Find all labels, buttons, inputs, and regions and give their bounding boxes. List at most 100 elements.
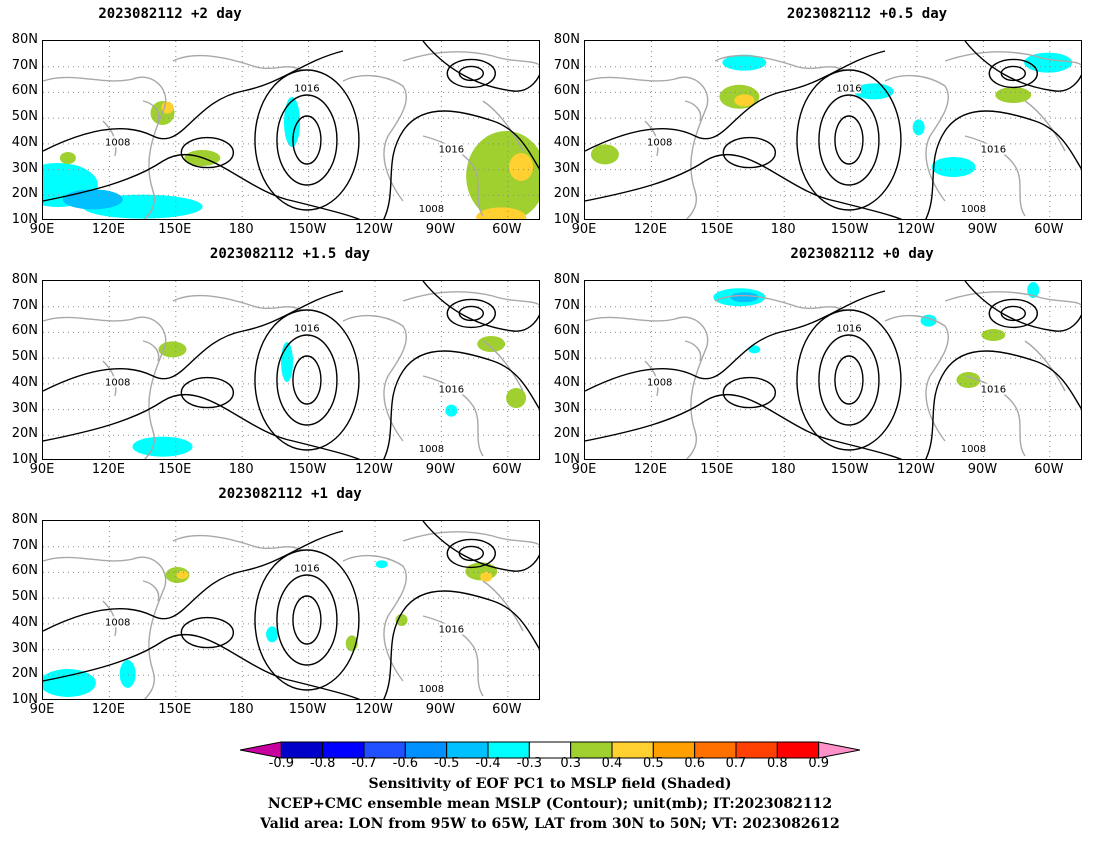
lon-tick-label: 120E: [633, 462, 667, 477]
mslp-contour: [43, 153, 361, 219]
panel-title: 2023082112 +1 day: [218, 486, 362, 502]
lon-tick-label: 90W: [425, 222, 456, 237]
mslp-contour: [964, 41, 1081, 92]
lon-tick-label: 150W: [830, 222, 869, 237]
mslp-contour: [292, 355, 322, 405]
sensitivity-shade: [476, 207, 527, 219]
lon-tick-label: 150E: [158, 702, 192, 717]
colorbar-tick-label: 0.8: [766, 756, 788, 771]
coastline: [142, 340, 160, 362]
lat-tick-label: 20N: [11, 666, 38, 682]
mslp-contour: [254, 549, 360, 691]
lat-tick-label: 20N: [553, 186, 580, 202]
mslp-contour: [988, 298, 1038, 329]
contour-label: 1008: [419, 204, 444, 215]
lat-tick-label: 50N: [553, 109, 580, 125]
lat-tick-label: 60N: [553, 323, 580, 339]
coastline: [402, 531, 539, 546]
mslp-contour: [925, 110, 1081, 219]
lat-tick-label: 80N: [553, 32, 580, 47]
mslp-contour: [43, 530, 344, 632]
coastline: [964, 375, 1026, 457]
sensitivity-shade: [158, 341, 187, 358]
coastline: [172, 534, 304, 552]
caption-line-3: Valid area: LON from 95W to 65W, LAT fro…: [260, 816, 840, 832]
lat-tick-label: 70N: [11, 297, 38, 313]
coastline: [714, 54, 846, 72]
coastline: [684, 340, 702, 362]
lon-tick-label: 90W: [425, 462, 456, 477]
sensitivity-shade: [981, 329, 1006, 341]
colorbar-tick-label: -0.9: [268, 756, 295, 771]
sensitivity-shade: [480, 571, 493, 582]
lat-tick-label: 40N: [11, 614, 38, 630]
colorbar-tick-label: -0.7: [351, 756, 377, 771]
contour-label: 1008: [961, 444, 986, 455]
mslp-contour: [446, 298, 496, 329]
sensitivity-shade: [912, 119, 925, 136]
sensitivity-shade: [509, 153, 534, 181]
lon-tick-label: 90E: [29, 462, 55, 477]
coastline: [43, 76, 167, 219]
lat-tick-label: 10N: [553, 212, 580, 227]
coastline: [482, 100, 524, 152]
colorbar-tick-label: 0.9: [808, 756, 829, 771]
lat-tick-label: 10N: [553, 452, 580, 467]
mslp-contour: [585, 290, 886, 392]
coastline: [944, 51, 1081, 66]
contour-label: 1008: [105, 377, 130, 388]
lat-tick-label: 30N: [11, 640, 38, 656]
coastline: [172, 294, 304, 312]
contour-label: 1008: [961, 204, 986, 215]
lat-tick-label: 70N: [11, 537, 38, 553]
panel-plus-0-day: 2023082112 +0 day: [542, 240, 1082, 450]
map-plot-area: 1016 1008 1016 1008: [42, 40, 540, 220]
lat-tick-label: 50N: [11, 589, 38, 605]
mslp-contour: [383, 350, 539, 459]
colorbar-tick-label: -0.4: [475, 756, 501, 771]
lon-tick-label: 180: [228, 462, 254, 477]
lon-tick-label: 120W: [355, 222, 393, 237]
coastline: [585, 316, 709, 459]
coastline: [422, 135, 484, 217]
coastline: [422, 615, 484, 697]
coastline: [172, 54, 304, 72]
lon-tick-label: 120E: [91, 702, 125, 717]
lat-tick-label: 30N: [553, 160, 580, 176]
mslp-contour: [276, 334, 338, 426]
mslp-contour: [818, 94, 880, 186]
panel-plus-2-day: 2023082112 +2 day: [0, 0, 540, 210]
mslp-contour: [276, 94, 338, 186]
lat-tick-label: 40N: [553, 374, 580, 390]
colorbar-segment: [818, 741, 860, 759]
sensitivity-shade: [395, 614, 408, 626]
mslp-contour: [722, 136, 777, 169]
lon-tick-label: 120W: [897, 222, 935, 237]
mslp-contour: [1000, 305, 1026, 322]
mslp-contour: [585, 50, 886, 152]
lon-tick-label: 120E: [91, 222, 125, 237]
contour-label: 1008: [647, 377, 672, 388]
sensitivity-shade: [281, 342, 294, 382]
lat-tick-label: 40N: [11, 134, 38, 150]
lat-tick-label: 30N: [11, 160, 38, 176]
coastline: [1024, 340, 1066, 392]
contour-label: 1016: [439, 145, 464, 156]
sensitivity-shade: [748, 345, 761, 354]
coastline: [142, 580, 160, 602]
mslp-contour: [254, 69, 360, 211]
contour-label: 1016: [439, 625, 464, 636]
coastline: [422, 375, 484, 457]
contour-label: 1016: [981, 385, 1006, 396]
lon-tick-label: 150E: [700, 462, 734, 477]
mslp-contour: [988, 58, 1038, 89]
colorbar-tick-label: 0.3: [560, 756, 581, 771]
contour-label: 1008: [419, 684, 444, 695]
sensitivity-shade: [445, 404, 458, 417]
mslp-contour: [43, 393, 361, 459]
lat-tick-label: 80N: [553, 272, 580, 287]
sensitivity-shade: [734, 94, 755, 107]
lon-tick-label: 150W: [288, 222, 327, 237]
sensitivity-shade: [59, 152, 76, 164]
sensitivity-shade: [477, 336, 506, 352]
